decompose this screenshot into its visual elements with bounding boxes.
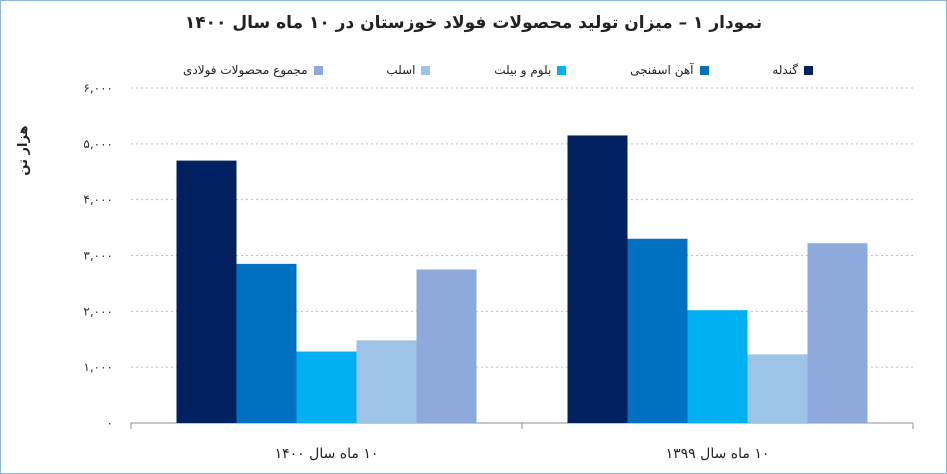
legend-swatch (421, 65, 431, 75)
legend-label: بلوم و بیلت (494, 63, 552, 77)
bar (356, 340, 417, 423)
y-axis-label: هزار تن (16, 125, 31, 175)
bar (296, 351, 357, 423)
bar (687, 310, 748, 423)
y-tick-label: ۰ (107, 416, 113, 430)
legend-swatch (699, 65, 709, 75)
legend-item: مجموع محصولات فولادی (183, 63, 323, 77)
legend-swatch (557, 65, 567, 75)
y-tick-label: ۳,۰۰۰ (83, 249, 113, 263)
bar (627, 238, 688, 423)
legend-item: اسلب (386, 63, 431, 77)
bar (567, 135, 628, 424)
bar (807, 243, 868, 423)
legend-item: گندله (772, 63, 813, 77)
legend-label: آهن اسفنجی (630, 63, 694, 77)
y-tick-label: ۱,۰۰۰ (83, 360, 113, 374)
chart-title: نمودار ۱ – میزان تولید محصولات فولاد خوز… (184, 13, 763, 33)
y-tick-label: ۶,۰۰۰ (83, 81, 113, 95)
bar (176, 160, 237, 424)
legend-swatch (313, 65, 323, 75)
y-tick-label: ۲,۰۰۰ (83, 304, 113, 318)
legend-swatch (804, 65, 813, 75)
x-tick-label: ۱۰ ماه سال ۱۳۹۹ (666, 446, 770, 462)
legend-label: گندله (772, 63, 798, 77)
legend-item: بلوم و بیلت (494, 63, 567, 77)
bar (416, 269, 477, 423)
x-tick-label: ۱۰ ماه سال ۱۴۰۰ (275, 446, 379, 462)
bar (747, 354, 808, 423)
legend-item: آهن اسفنجی (630, 63, 709, 77)
y-tick-label: ۵,۰۰۰ (83, 137, 113, 151)
legend-label: اسلب (386, 63, 416, 77)
bar (236, 263, 297, 423)
y-tick-label: ۴,۰۰۰ (83, 193, 113, 207)
legend-label: مجموع محصولات فولادی (183, 63, 308, 77)
chart-legend: گندله آهن اسفنجی بلوم و بیلت اسلب مجموع محصو… (183, 61, 813, 79)
